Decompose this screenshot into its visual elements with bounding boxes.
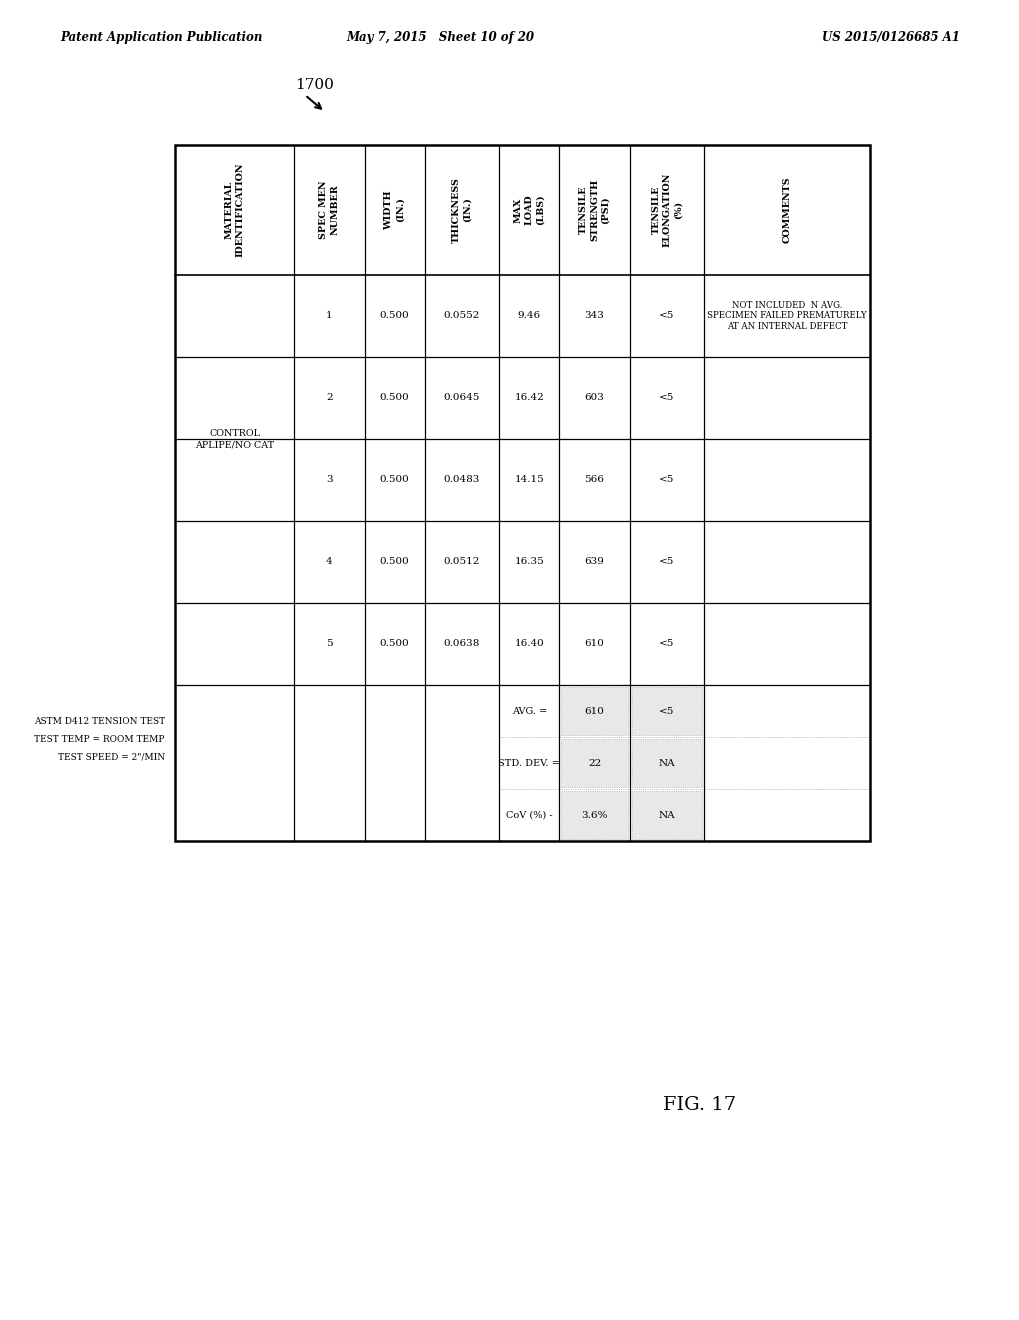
Text: TEST TEMP = ROOM TEMP: TEST TEMP = ROOM TEMP [35,734,165,743]
Bar [631,791,702,840]
Text: 566: 566 [584,475,604,484]
Text: NA: NA [658,759,675,767]
Text: 14.15: 14.15 [514,475,543,484]
Text: 0.500: 0.500 [379,557,409,566]
Text: MAX
LOAD
(LBS): MAX LOAD (LBS) [514,194,544,226]
Bar [560,791,627,840]
Text: May 7, 2015   Sheet 10 of 20: May 7, 2015 Sheet 10 of 20 [345,30,534,44]
Text: 0.0512: 0.0512 [443,557,480,566]
Text: <5: <5 [658,393,674,403]
Bar [560,739,627,787]
Text: 9.46: 9.46 [518,312,540,321]
Text: 1700: 1700 [294,78,333,92]
Bar [560,686,627,735]
Text: CONTROL
APLIPE/NO CAT: CONTROL APLIPE/NO CAT [195,429,274,449]
Text: 16.40: 16.40 [514,639,543,648]
Text: <5: <5 [658,639,674,648]
Text: <5: <5 [658,706,674,715]
Text: 4: 4 [326,557,332,566]
Text: TENSILE
STRENGTH
(PSI): TENSILE STRENGTH (PSI) [579,180,609,242]
Text: STD. DEV. =: STD. DEV. = [498,759,559,767]
Text: 639: 639 [584,557,604,566]
Text: 3.6%: 3.6% [581,810,607,820]
Bar [175,145,869,841]
Text: 610: 610 [584,706,604,715]
Text: 3: 3 [326,475,332,484]
Text: SPEC MEN
NUMBER: SPEC MEN NUMBER [319,181,339,239]
Text: TENSILE
ELONGATION
(%): TENSILE ELONGATION (%) [651,173,682,247]
Text: MATERIAL
IDENTIFICATION: MATERIAL IDENTIFICATION [224,162,245,257]
Text: <5: <5 [658,312,674,321]
Text: 0.500: 0.500 [379,475,409,484]
Text: 0.500: 0.500 [379,393,409,403]
Text: 343: 343 [584,312,604,321]
Text: ASTM D412 TENSION TEST: ASTM D412 TENSION TEST [34,717,165,726]
Text: Patent Application Publication: Patent Application Publication [60,30,262,44]
Text: 0.0638: 0.0638 [443,639,480,648]
Text: 0.0552: 0.0552 [443,312,480,321]
Text: THICKNESS
(IN.): THICKNESS (IN.) [451,177,472,243]
Text: 0.0483: 0.0483 [443,475,480,484]
Bar [631,739,702,787]
Text: 603: 603 [584,393,604,403]
Text: NOT INCLUDED  N AVG.
SPECIMEN FAILED PREMATURELY
AT AN INTERNAL DEFECT: NOT INCLUDED N AVG. SPECIMEN FAILED PREM… [706,301,866,331]
Text: AVG. =: AVG. = [512,706,546,715]
Text: 610: 610 [584,639,604,648]
Text: 0.500: 0.500 [379,639,409,648]
Text: US 2015/0126685 A1: US 2015/0126685 A1 [821,30,959,44]
Text: FIG. 17: FIG. 17 [662,1096,736,1114]
Text: <5: <5 [658,557,674,566]
Text: 22: 22 [587,759,600,767]
Text: NA: NA [658,810,675,820]
Bar [631,686,702,735]
Text: <5: <5 [658,475,674,484]
Text: 1: 1 [326,312,332,321]
Text: TEST SPEED = 2"/MIN: TEST SPEED = 2"/MIN [58,752,165,762]
Text: WIDTH
(IN.): WIDTH (IN.) [384,190,405,230]
Text: 0.500: 0.500 [379,312,409,321]
Text: COMMENTS: COMMENTS [782,177,791,243]
Text: 16.42: 16.42 [514,393,543,403]
Text: 5: 5 [326,639,332,648]
Text: 2: 2 [326,393,332,403]
Text: 0.0645: 0.0645 [443,393,480,403]
Text: 16.35: 16.35 [514,557,543,566]
Text: CoV (%) -: CoV (%) - [505,810,552,820]
